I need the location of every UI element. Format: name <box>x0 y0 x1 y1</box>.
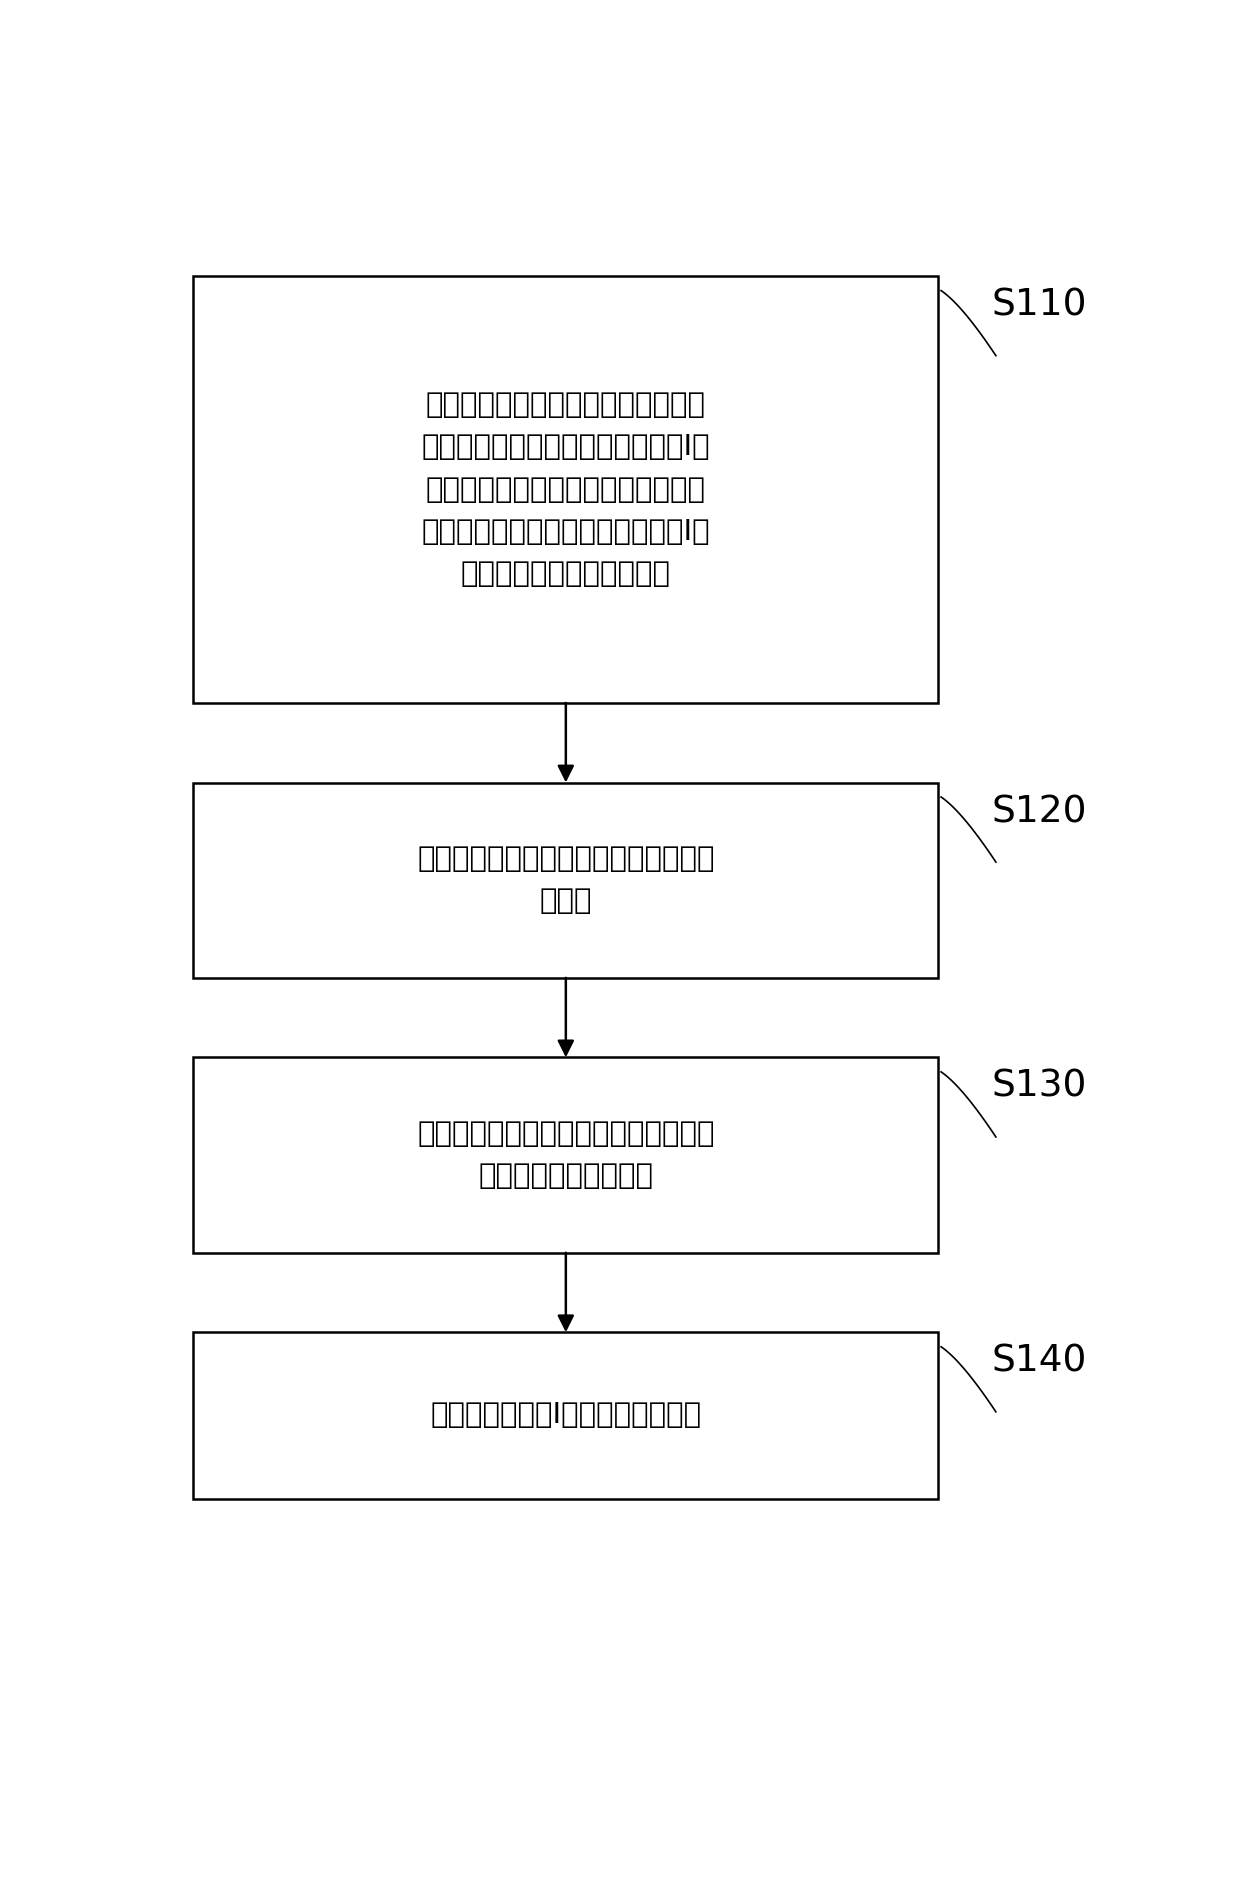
Text: S140: S140 <box>991 1343 1086 1379</box>
Text: S130: S130 <box>991 1069 1086 1105</box>
Text: 将第一视频帧数据以及第二视频帧数据
按照设定协议进行封装: 将第一视频帧数据以及第二视频帧数据 按照设定协议进行封装 <box>417 1120 714 1189</box>
Bar <box>193 1332 939 1499</box>
Bar <box>193 1058 939 1253</box>
Text: S110: S110 <box>991 287 1086 323</box>
Text: 接收视频帧数据的实时视频码流，并
在接收到录制指令时，将之前最近I帧
至当前视频帧之间的第一视频帧数据
存储到设定缓存区，其中，该最近I帧
为第一视频帧数据的起: 接收视频帧数据的实时视频码流，并 在接收到录制指令时，将之前最近I帧 至当前视频… <box>422 391 711 588</box>
Bar <box>193 782 939 977</box>
Bar <box>193 276 939 703</box>
Text: S120: S120 <box>991 795 1086 831</box>
Text: 在获取到下一个I帧时，清空缓存区: 在获取到下一个I帧时，清空缓存区 <box>430 1402 702 1430</box>
Text: 将当前视频帧之后的第二视频帧数据进
行录制: 将当前视频帧之后的第二视频帧数据进 行录制 <box>417 846 714 915</box>
